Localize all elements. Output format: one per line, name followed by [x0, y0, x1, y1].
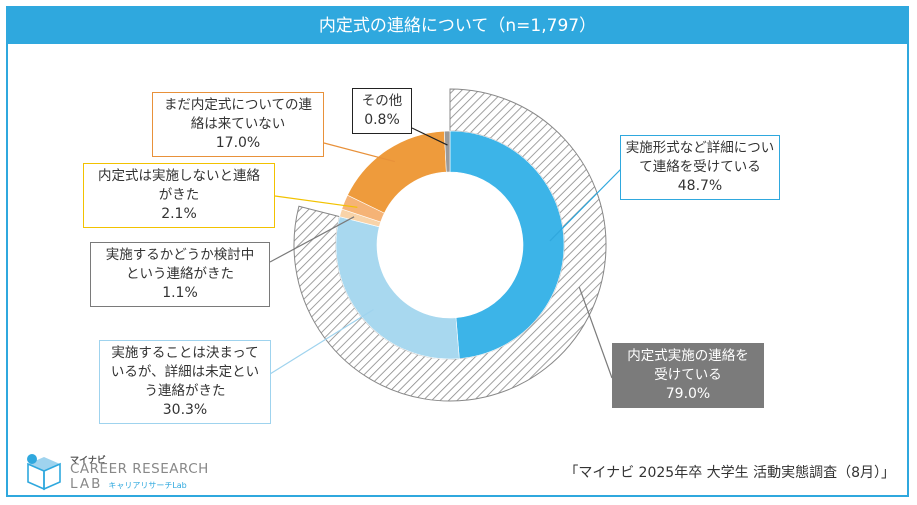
leader-line-format: [549, 167, 623, 242]
callout-format-line1: 実施形式など詳細につい: [625, 140, 775, 156]
callout-no-ceremony-line2: がきた: [158, 187, 200, 203]
callout-outer-line2: 受けている: [654, 367, 722, 383]
callout-not-yet-pct: 17.0%: [215, 135, 261, 151]
callout-considering-pct: 1.1%: [162, 285, 198, 301]
callout-other-line1: その他: [361, 93, 403, 109]
callout-not-yet: まだ内定式についての連 絡は来ていない 17.0%: [152, 92, 324, 157]
logo-text: CAREER RESEARCH LAB キャリアリサーチLab: [70, 462, 209, 493]
donut-slice-decided: [335, 216, 460, 360]
logo-line2: LAB: [70, 476, 103, 492]
callout-format-pct: 48.7%: [677, 178, 723, 194]
callout-no-ceremony: 内定式は実施しないと連絡 がきた 2.1%: [83, 163, 275, 228]
logo-brand-small: マイナビ: [70, 456, 106, 466]
callout-decided: 実施することは決まって いるが、詳細は未定とい う連絡がきた 30.3%: [99, 340, 271, 424]
career-research-lab-logo-icon: [27, 454, 61, 491]
callout-no-ceremony-pct: 2.1%: [161, 206, 197, 222]
logo-sub: キャリアリサーチLab: [108, 481, 187, 490]
logo-line1: CAREER RESEARCH: [70, 461, 209, 477]
callout-outer-line1: 内定式実施の連絡を: [627, 348, 749, 364]
callout-format: 実施形式など詳細につい て連絡を受けている 48.7%: [620, 135, 780, 200]
leader-line-decided: [269, 308, 374, 375]
callout-decided-pct: 30.3%: [162, 402, 208, 418]
callout-considering-line1: 実施するかどうか検討中: [105, 247, 255, 263]
leader-line-other: [411, 127, 448, 146]
callout-other-pct: 0.8%: [364, 112, 400, 128]
callout-other: その他 0.8%: [352, 88, 412, 134]
chart-title: 内定式の連絡について（n=1,797）: [8, 8, 907, 44]
leader-line-noceremony: [274, 195, 358, 208]
callout-not-yet-line2: 絡は来ていない: [190, 116, 286, 132]
leader-line-outer: [578, 286, 613, 379]
leader-line-considering: [269, 216, 355, 263]
callout-outer-pct: 79.0%: [665, 386, 711, 402]
donut-slice-notyet: [347, 130, 447, 214]
callout-considering-line2: という連絡がきた: [126, 266, 234, 282]
callout-no-ceremony-line1: 内定式は実施しないと連絡: [98, 168, 260, 184]
callout-decided-line2: いるが、詳細は未定とい: [110, 364, 260, 380]
source-note: 「マイナビ 2025年卒 大学生 活動実態調査（8月）」: [564, 465, 895, 481]
callout-considering: 実施するかどうか検討中 という連絡がきた 1.1%: [90, 242, 270, 307]
callout-outer-total: 内定式実施の連絡を 受けている 79.0%: [612, 343, 764, 408]
callout-decided-line1: 実施することは決まって: [111, 345, 259, 361]
donut-slice-format: [449, 130, 565, 359]
donut-slice-other: [443, 130, 451, 173]
callout-decided-line3: う連絡がきた: [144, 383, 226, 399]
leader-line-notyet: [323, 142, 395, 163]
callout-format-line2: て連絡を受けている: [639, 159, 761, 175]
callout-not-yet-line1: まだ内定式についての連: [163, 97, 313, 113]
